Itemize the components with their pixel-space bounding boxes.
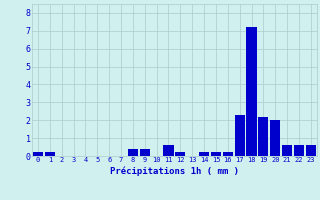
Bar xyxy=(199,152,209,156)
X-axis label: Précipitations 1h ( mm ): Précipitations 1h ( mm ) xyxy=(110,166,239,176)
Bar xyxy=(128,149,138,156)
Bar xyxy=(140,149,150,156)
Bar xyxy=(164,145,173,156)
Bar xyxy=(33,152,43,156)
Bar xyxy=(211,152,221,156)
Bar xyxy=(258,117,268,156)
Bar xyxy=(306,145,316,156)
Bar xyxy=(246,27,257,156)
Bar xyxy=(270,120,280,156)
Bar xyxy=(235,115,245,156)
Bar xyxy=(223,152,233,156)
Bar xyxy=(282,145,292,156)
Bar xyxy=(45,152,55,156)
Bar xyxy=(294,145,304,156)
Bar xyxy=(175,152,185,156)
